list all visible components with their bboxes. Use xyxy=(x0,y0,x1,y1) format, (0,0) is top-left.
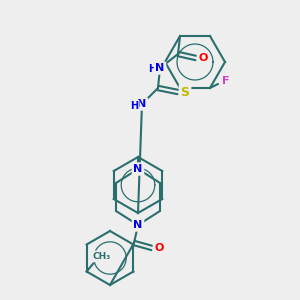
Text: H: H xyxy=(130,101,138,111)
Text: N: N xyxy=(134,220,142,230)
Text: N: N xyxy=(134,164,142,174)
Text: O: O xyxy=(154,243,164,253)
Text: N: N xyxy=(137,99,147,109)
Text: N: N xyxy=(155,63,165,73)
Text: CH₃: CH₃ xyxy=(92,252,111,261)
Text: F: F xyxy=(222,76,230,86)
Text: H: H xyxy=(148,64,156,74)
Text: S: S xyxy=(181,85,190,98)
Text: O: O xyxy=(198,53,208,63)
